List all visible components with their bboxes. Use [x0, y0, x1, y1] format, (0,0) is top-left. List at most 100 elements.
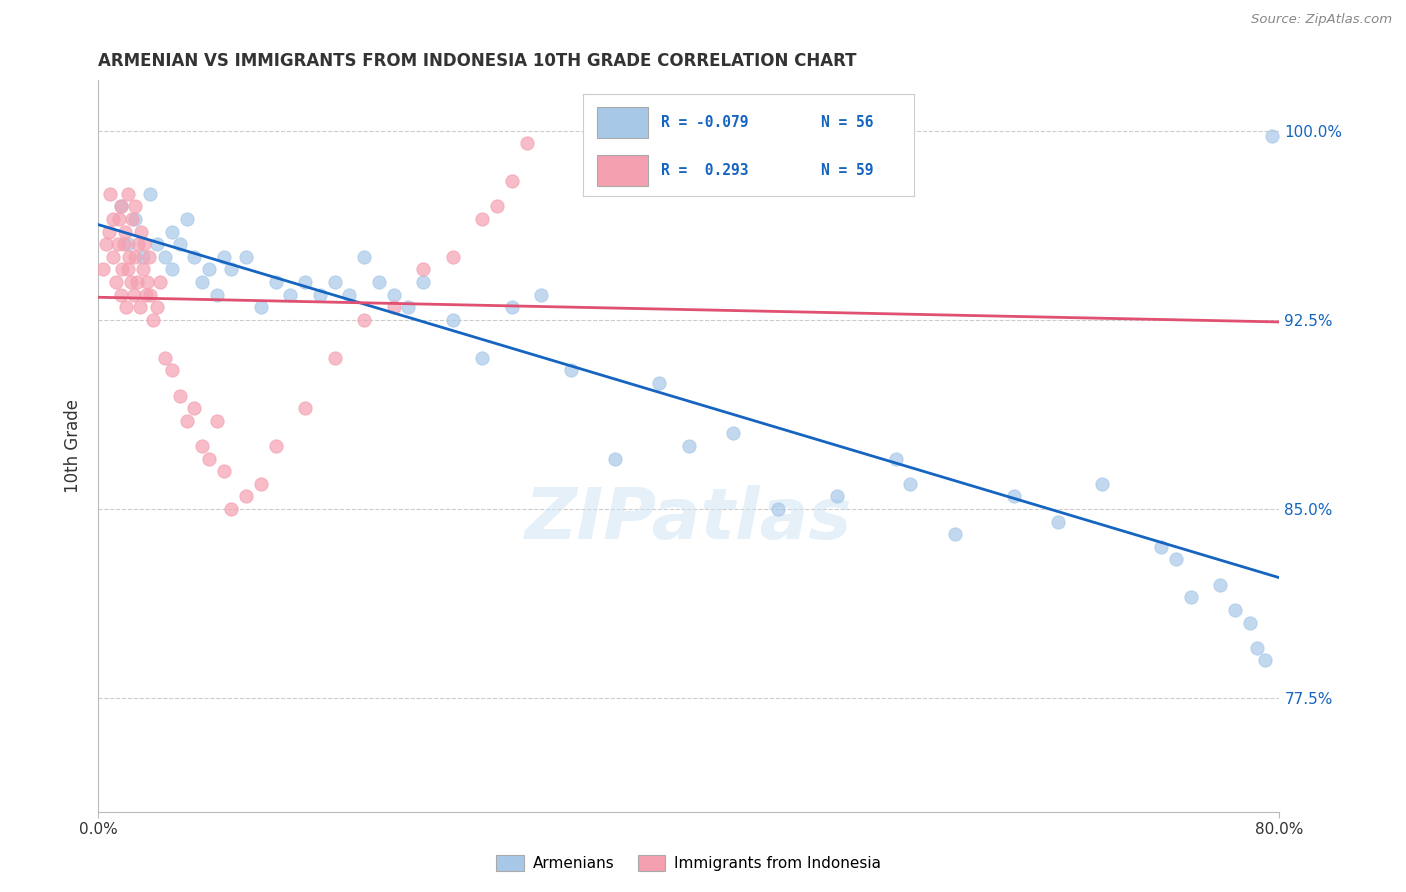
Point [149, 275, 172, 289]
Point [396, 300, 419, 314]
Point [176, 212, 198, 227]
Point [205, 287, 228, 301]
Point [1164, 552, 1187, 566]
Point [94, 237, 117, 252]
Point [323, 351, 346, 365]
Text: R = -0.079: R = -0.079 [661, 115, 748, 130]
Point [162, 363, 183, 377]
Point [943, 527, 966, 541]
Point [1180, 591, 1202, 605]
Point [198, 451, 221, 466]
Point [108, 212, 131, 227]
Point [1261, 128, 1284, 143]
Point [138, 250, 160, 264]
Point [107, 237, 129, 252]
Point [1223, 603, 1246, 617]
Point [441, 313, 464, 327]
Point [412, 262, 434, 277]
Point [221, 262, 243, 277]
Point [153, 351, 176, 365]
Point [103, 250, 125, 264]
Point [117, 237, 139, 252]
Text: R =  0.293: R = 0.293 [661, 163, 748, 178]
Point [191, 439, 214, 453]
Point [323, 275, 346, 289]
Point [516, 136, 538, 151]
Point [501, 300, 523, 314]
Point [124, 250, 146, 264]
Point [198, 262, 221, 277]
Point [648, 376, 671, 390]
Point [471, 351, 494, 365]
Point [169, 388, 191, 402]
Point [501, 174, 523, 188]
Point [825, 490, 848, 504]
Point [124, 212, 146, 227]
Point [118, 250, 141, 264]
Point [162, 262, 183, 277]
Point [120, 275, 142, 289]
Point [605, 451, 627, 466]
Legend: Armenians, Immigrants from Indonesia: Armenians, Immigrants from Indonesia [491, 849, 887, 877]
Point [486, 199, 509, 213]
Point [98, 186, 121, 201]
Point [132, 262, 155, 277]
Point [530, 287, 553, 301]
Point [235, 250, 257, 264]
Point [115, 300, 138, 314]
Point [176, 414, 198, 428]
Point [382, 287, 405, 301]
Point [121, 212, 143, 227]
Point [1091, 476, 1114, 491]
Point [339, 287, 360, 301]
Point [368, 275, 391, 289]
Point [212, 250, 235, 264]
Point [250, 476, 273, 491]
Point [110, 199, 132, 213]
Point [766, 502, 789, 516]
Point [117, 262, 139, 277]
Point [441, 250, 464, 264]
Point [294, 401, 316, 416]
Point [1254, 653, 1277, 667]
Point [884, 451, 907, 466]
FancyBboxPatch shape [596, 155, 648, 186]
Point [353, 250, 375, 264]
Point [114, 225, 136, 239]
Point [97, 225, 120, 239]
Point [117, 186, 139, 201]
Point [1150, 540, 1173, 554]
Point [250, 300, 273, 314]
Point [678, 439, 700, 453]
Point [139, 287, 162, 301]
Point [132, 250, 155, 264]
Point [309, 287, 332, 301]
Point [1246, 640, 1268, 655]
Point [191, 275, 214, 289]
Point [162, 225, 183, 239]
Text: Source: ZipAtlas.com: Source: ZipAtlas.com [1251, 13, 1392, 27]
Point [264, 439, 287, 453]
Point [112, 237, 135, 252]
Point [128, 300, 150, 314]
Point [1239, 615, 1261, 630]
Point [91, 262, 114, 277]
Point [139, 186, 162, 201]
Point [235, 490, 257, 504]
Point [142, 313, 165, 327]
Point [105, 275, 128, 289]
Point [900, 476, 922, 491]
Point [129, 225, 152, 239]
Point [135, 287, 157, 301]
Text: ARMENIAN VS IMMIGRANTS FROM INDONESIA 10TH GRADE CORRELATION CHART: ARMENIAN VS IMMIGRANTS FROM INDONESIA 10… [98, 53, 856, 70]
Point [382, 300, 405, 314]
Point [122, 287, 145, 301]
Y-axis label: 10th Grade: 10th Grade [65, 399, 83, 493]
Point [205, 414, 228, 428]
Point [153, 250, 176, 264]
Point [1002, 490, 1025, 504]
Point [146, 237, 169, 252]
Text: ZIPatlas: ZIPatlas [526, 484, 852, 554]
Text: N = 59: N = 59 [821, 163, 875, 178]
Point [110, 199, 132, 213]
